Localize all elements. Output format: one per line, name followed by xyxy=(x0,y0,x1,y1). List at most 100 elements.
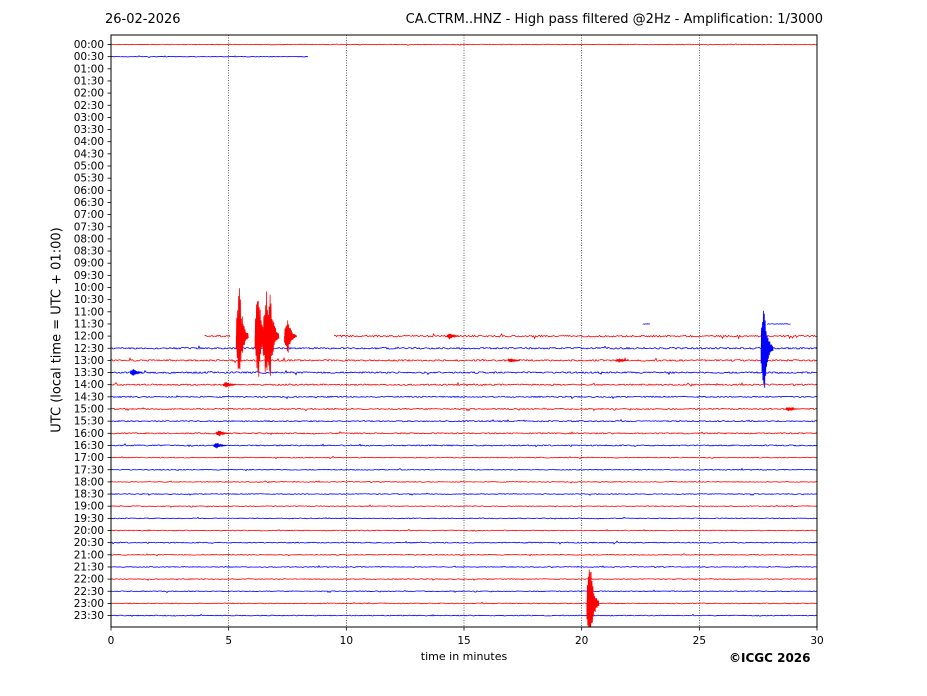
event-1630-13 xyxy=(213,443,227,449)
y-tick-label-0530: 05:30 xyxy=(74,173,104,185)
x-tick-label-30: 30 xyxy=(810,635,823,647)
y-tick-label-1300: 13:00 xyxy=(74,355,104,367)
trace-1630-14 xyxy=(111,443,817,448)
y-tick-label-1030: 10:30 xyxy=(74,294,104,306)
event-1230-6 xyxy=(760,310,774,388)
event-1300-7 xyxy=(507,357,521,363)
y-tick-label-1430: 14:30 xyxy=(74,391,104,403)
trace-1830-18 xyxy=(111,492,817,496)
event-1500-11 xyxy=(785,406,798,412)
trace-2100-23 xyxy=(111,553,817,557)
y-tick-label-0230: 02:30 xyxy=(74,100,104,112)
trace-1800-17 xyxy=(111,480,817,484)
y-tick-label-0600: 06:00 xyxy=(74,185,104,197)
trace-1330-8 xyxy=(111,369,817,376)
trace-2330-28 xyxy=(111,613,817,617)
y-tick-label-2030: 20:30 xyxy=(74,537,104,549)
y-tick-label-1100: 11:00 xyxy=(74,306,104,318)
y-tick-label-0330: 03:30 xyxy=(74,124,104,136)
event-1300-8 xyxy=(615,358,629,363)
y-tick-label-1330: 13:30 xyxy=(74,367,104,379)
y-tick-label-2200: 22:00 xyxy=(74,574,104,586)
x-tick-label-25: 25 xyxy=(693,635,706,647)
trace-1700-15 xyxy=(111,455,817,460)
trace-1930-20 xyxy=(111,516,817,520)
event-1600-12 xyxy=(215,430,229,437)
trace-1230-6 xyxy=(111,345,817,350)
event-1400-10 xyxy=(222,382,236,388)
y-tick-label-1200: 12:00 xyxy=(74,331,104,343)
y-tick-label-0100: 01:00 xyxy=(74,63,104,75)
y-tick-label-2230: 22:30 xyxy=(74,586,104,598)
y-tick-label-0130: 01:30 xyxy=(74,75,104,87)
y-tick-label-2330: 23:30 xyxy=(74,610,104,622)
event-1200-5 xyxy=(446,333,460,340)
y-tick-label-1230: 12:30 xyxy=(74,343,104,355)
y-tick-label-1530: 15:30 xyxy=(74,416,104,428)
event-2300-14 xyxy=(586,569,600,627)
x-tick-label-0: 0 xyxy=(108,635,115,647)
y-tick-label-0400: 04:00 xyxy=(74,136,104,148)
y-tick-label-0700: 07:00 xyxy=(74,209,104,221)
trace-2300-27 xyxy=(111,601,817,605)
trace-1900-19 xyxy=(111,504,817,508)
y-tick-label-1600: 16:00 xyxy=(74,428,104,440)
x-tick-label-10: 10 xyxy=(340,635,353,647)
copyright-label: ©ICGC 2026 xyxy=(729,651,811,665)
y-tick-label-1930: 19:30 xyxy=(74,513,104,525)
y-tick-label-0300: 03:00 xyxy=(74,112,104,124)
y-tick-label-1900: 19:00 xyxy=(74,501,104,513)
y-tick-label-0800: 08:00 xyxy=(74,233,104,245)
trace-1200-4 xyxy=(204,334,231,338)
trace-1730-16 xyxy=(111,467,817,472)
trace-2030-22 xyxy=(111,540,817,545)
trace-1430-10 xyxy=(111,395,817,400)
y-tick-label-0830: 08:30 xyxy=(74,246,104,258)
chart-title: CA.CTRM..HNZ - High pass filtered @2Hz -… xyxy=(405,12,823,27)
y-tick-label-1800: 18:00 xyxy=(74,476,104,488)
y-tick-label-2300: 23:00 xyxy=(74,598,104,610)
y-tick-label-0630: 06:30 xyxy=(74,197,104,209)
y-tick-label-2100: 21:00 xyxy=(74,549,104,561)
trace-2230-26 xyxy=(111,589,817,594)
trace-1300-7 xyxy=(111,356,817,364)
chart-date: 26-02-2026 xyxy=(105,12,181,27)
grid-layer xyxy=(228,35,700,627)
trace-0000-0 xyxy=(111,43,817,46)
trace-1130-3 xyxy=(767,323,791,325)
event-1200-3 xyxy=(266,294,280,376)
trace-2130-24 xyxy=(111,565,817,569)
trace-1500-11 xyxy=(111,406,817,412)
event-1200-4 xyxy=(284,320,297,353)
y-tick-label-1130: 11:30 xyxy=(74,318,104,330)
trace-0030-1 xyxy=(111,55,309,59)
trace-1530-12 xyxy=(111,418,817,423)
y-tick-label-1500: 15:00 xyxy=(74,404,104,416)
y-tick-label-0730: 07:30 xyxy=(74,221,104,233)
y-tick-label-0030: 00:30 xyxy=(74,51,104,63)
x-tick-label-5: 5 xyxy=(225,635,232,647)
y-tick-label-1400: 14:00 xyxy=(74,379,104,391)
y-tick-label-1700: 17:00 xyxy=(74,452,104,464)
x-tick-label-15: 15 xyxy=(457,635,470,647)
y-tick-label-1830: 18:30 xyxy=(74,489,104,501)
y-tick-label-1730: 17:30 xyxy=(74,464,104,476)
y-tick-label-0200: 02:00 xyxy=(74,88,104,100)
y-tick-label-2000: 20:00 xyxy=(74,525,104,537)
axis-layer: 00:0000:3001:0001:3002:0002:3003:0003:30… xyxy=(74,34,824,647)
trace-1200-5 xyxy=(334,333,817,340)
y-tick-label-1000: 10:00 xyxy=(74,282,104,294)
x-tick-label-20: 20 xyxy=(575,635,588,647)
trace-2200-25 xyxy=(111,577,817,581)
trace-layer xyxy=(111,43,817,627)
y-tick-label-0900: 09:00 xyxy=(74,258,104,270)
y-tick-label-1630: 16:30 xyxy=(74,440,104,452)
y-tick-label-0500: 05:00 xyxy=(74,161,104,173)
event-1330-9 xyxy=(130,369,143,376)
trace-2000-21 xyxy=(111,528,817,532)
y-tick-label-0000: 00:00 xyxy=(74,39,104,51)
y-tick-label-2130: 21:30 xyxy=(74,561,104,573)
y-tick-label-0430: 04:30 xyxy=(74,148,104,160)
x-axis-label: time in minutes xyxy=(420,650,508,663)
